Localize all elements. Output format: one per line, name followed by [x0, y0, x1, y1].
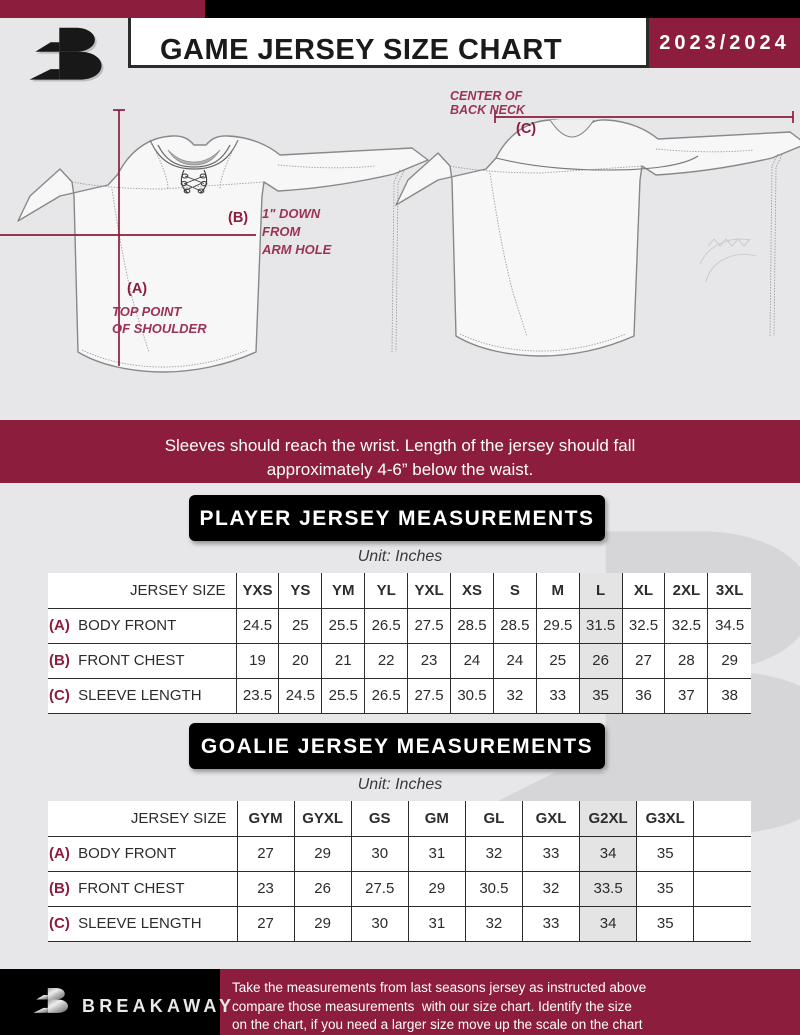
svg-text:(C): (C) — [516, 121, 536, 137]
svg-text:1" DOWN: 1" DOWN — [262, 206, 321, 221]
svg-text:TOP POINT: TOP POINT — [112, 304, 182, 319]
svg-text:CENTER OF: CENTER OF — [450, 90, 523, 103]
svg-text:(B): (B) — [228, 210, 248, 226]
svg-text:BACK NECK: BACK NECK — [450, 103, 526, 117]
svg-text:OF SHOULDER: OF SHOULDER — [112, 321, 207, 336]
svg-text:FROM: FROM — [262, 224, 301, 239]
svg-text:ARM HOLE: ARM HOLE — [261, 242, 332, 257]
svg-text:(A): (A) — [127, 281, 147, 297]
